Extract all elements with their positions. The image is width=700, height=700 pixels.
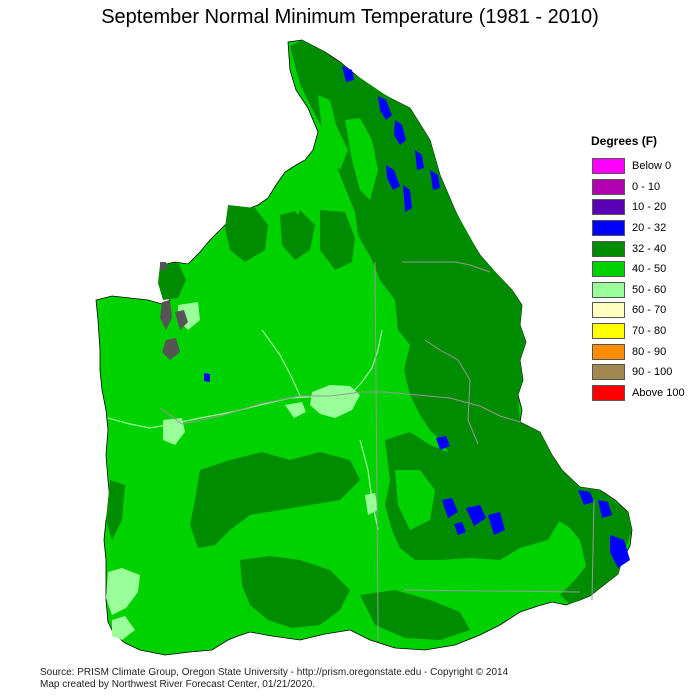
legend-swatch (592, 364, 625, 381)
legend-item: 80 - 90 (592, 341, 685, 362)
legend-swatch (592, 281, 625, 298)
map-title: September Normal Minimum Temperature (19… (101, 6, 599, 28)
state-boundaries (159, 261, 595, 640)
legend-swatch (592, 178, 625, 195)
legend-item: Above 100 (592, 383, 685, 404)
legend-swatch (592, 158, 625, 175)
legend-swatch (592, 323, 625, 340)
legend-label: 10 - 20 (632, 201, 667, 214)
legend-swatch (592, 199, 625, 216)
legend-label: 20 - 32 (632, 222, 667, 235)
legend-rows: Below 0 0 - 10 10 - 20 20 - 32 32 - 40 40 - 5… (592, 156, 685, 403)
legend-item: 32 - 40 (592, 238, 685, 259)
legend-item: Below 0 (592, 156, 685, 177)
legend-item: 90 - 100 (592, 362, 685, 383)
rivers (107, 329, 383, 531)
legend-label: Above 100 (632, 386, 685, 399)
legend-swatch (592, 384, 625, 401)
credits-source: Source: PRISM Climate Group, Oregon Stat… (40, 667, 509, 678)
legend-item: 20 - 32 (592, 218, 685, 239)
zone-40-50-inner (290, 95, 435, 565)
legend-swatch (592, 343, 625, 360)
legend-label: 90 - 100 (632, 366, 673, 379)
legend-item: 50 - 60 (592, 280, 685, 301)
zone-32-40 (106, 40, 632, 640)
legend-swatch (592, 261, 625, 278)
legend-label: 70 - 80 (632, 325, 667, 338)
legend-swatch (592, 220, 625, 237)
legend: Degrees (F) Below 0 0 - 10 10 - 20 20 - 32 3… (591, 134, 685, 403)
legend-item: 60 - 70 (592, 300, 685, 321)
legend-item: 10 - 20 (592, 197, 685, 218)
legend-label: Below 0 (632, 160, 672, 173)
legend-item: 0 - 10 (592, 177, 685, 198)
zone-20-32 (204, 66, 630, 568)
legend-title: Degrees (F) (591, 134, 658, 148)
credits-author: Map created by Northwest River Forecast … (40, 679, 316, 690)
legend-label: 50 - 60 (632, 283, 667, 296)
legend-item: 40 - 50 (592, 259, 685, 280)
credits: Source: PRISM Climate Group, Oregon Stat… (40, 667, 508, 691)
legend-swatch (592, 240, 625, 257)
legend-label: 40 - 50 (632, 263, 667, 276)
legend-item: 70 - 80 (592, 321, 685, 342)
legend-label: 60 - 70 (632, 304, 667, 317)
legend-label: 0 - 10 (632, 180, 661, 193)
legend-label: 80 - 90 (632, 345, 667, 358)
legend-label: 32 - 40 (632, 242, 667, 255)
puget-sound-water (160, 262, 188, 360)
legend-swatch (592, 302, 625, 319)
